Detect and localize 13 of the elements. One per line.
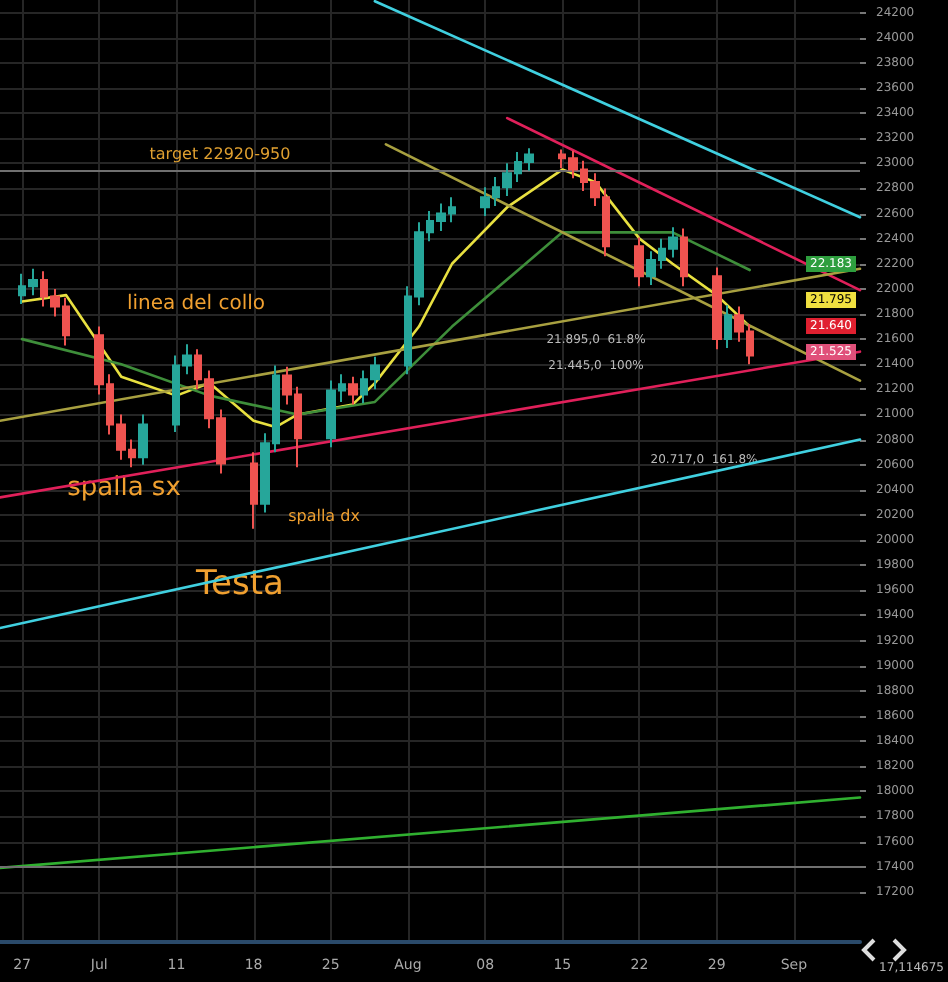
candlestick [724, 304, 732, 349]
annotation: Testa [194, 564, 284, 604]
candlestick [250, 451, 258, 530]
candlestick [348, 375, 358, 406]
annotation: spalla dx [288, 507, 361, 525]
line-series [20, 168, 752, 429]
annotation: target 22920-950 [149, 145, 291, 163]
candlestick [138, 413, 148, 466]
candlestick [680, 227, 688, 288]
candlestick [634, 236, 644, 288]
candlestick [712, 266, 722, 351]
line-series [20, 231, 752, 416]
annotation: linea del collo [126, 293, 266, 315]
